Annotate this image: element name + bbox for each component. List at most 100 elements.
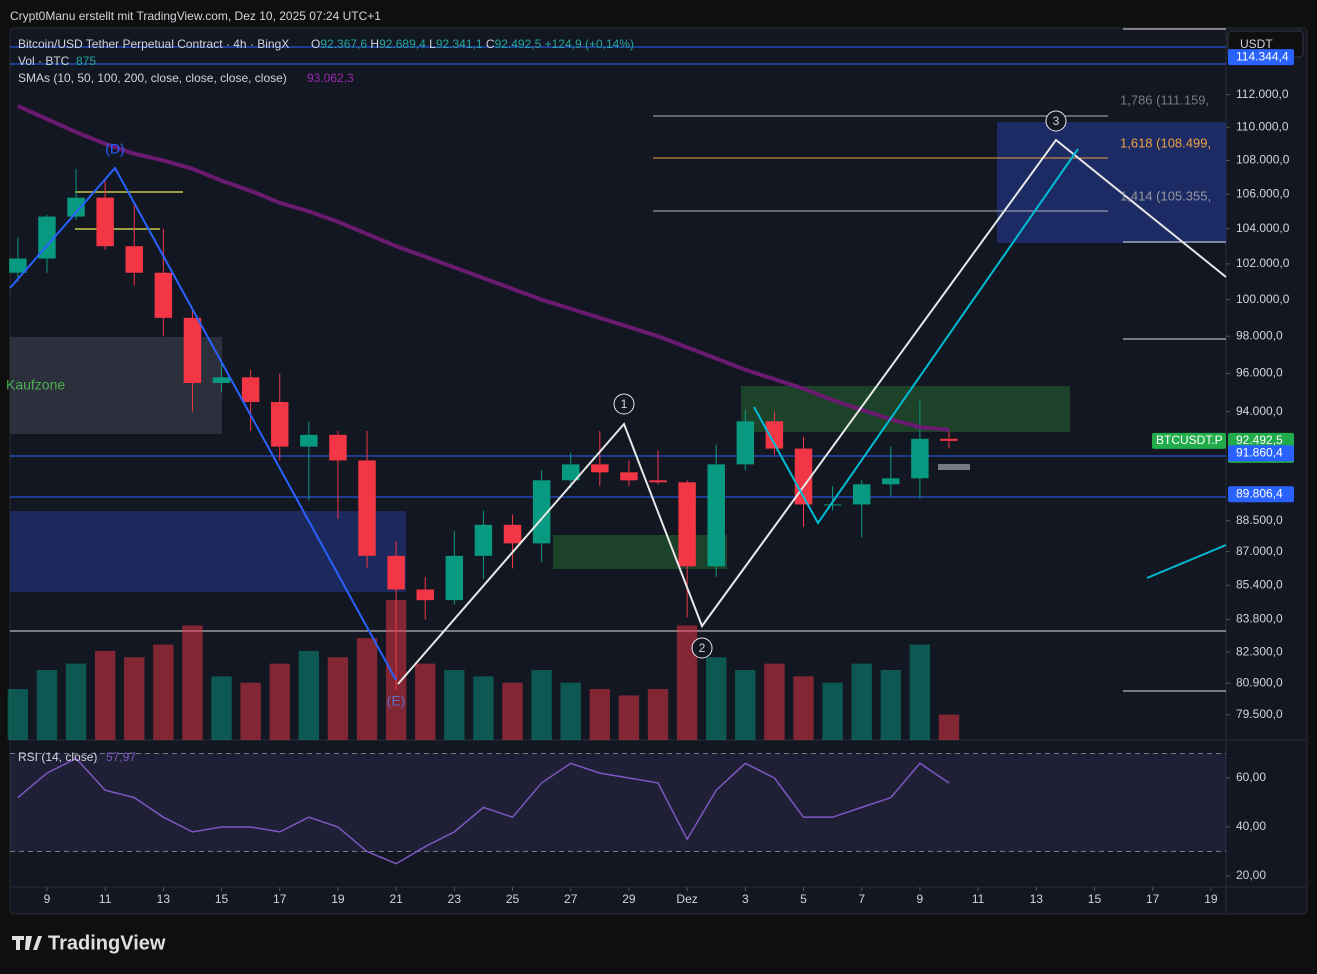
author: Crypt0Manu erstellt mit TradingView.com,… <box>10 9 381 23</box>
y-tick-label: 98.000,0 <box>1236 328 1283 342</box>
volume-bar <box>880 670 901 740</box>
volume-bar <box>764 663 785 740</box>
candle-body <box>183 317 202 383</box>
short-lines <box>1123 28 1226 692</box>
candle-body <box>96 197 114 247</box>
logo: TradingView <box>48 932 166 954</box>
y-tick-label: 112.000,0 <box>1236 87 1289 101</box>
price-tag-label: 89.806,4 <box>1236 486 1283 500</box>
x-tick-label: 27 <box>564 892 578 906</box>
rsi-legend: RSI (14, close) <box>18 750 97 764</box>
fib-label: 1,618 (108.499, <box>1120 135 1211 150</box>
x-tick-label: Dez <box>676 892 697 906</box>
fib-label: 1,414 (105.355, <box>1120 188 1211 203</box>
volume-bar <box>124 657 145 740</box>
volume-bar <box>909 644 931 740</box>
y-tick-label: 83.800,0 <box>1236 612 1283 626</box>
ohlc-key: L <box>429 37 436 51</box>
y-tick-label: 82.300,0 <box>1236 644 1283 658</box>
candle-body <box>358 460 376 556</box>
price-tag-label: 114.344,4 <box>1236 49 1289 63</box>
volume-bar <box>560 682 581 740</box>
symbol-title: Bitcoin/USD Tether Perpetual Contract · … <box>18 37 289 51</box>
wave-label: 2 <box>699 641 706 655</box>
price-tag-label: 92.492,5 <box>1236 433 1283 447</box>
price-tag <box>1228 49 1294 66</box>
candle-body <box>882 478 900 485</box>
x-tick-label: 17 <box>1146 892 1160 906</box>
sma-line <box>17 104 950 432</box>
candle-body <box>823 504 842 506</box>
volume-bar <box>211 676 232 740</box>
x-tick-label: 29 <box>622 892 636 906</box>
x-tick-label: 11 <box>99 892 112 906</box>
candle-body <box>241 377 260 403</box>
candle-body <box>387 555 405 590</box>
candle-body <box>707 464 725 567</box>
y-tick-label: 100.000,0 <box>1236 292 1290 306</box>
candle-body <box>329 434 347 461</box>
volume-bar <box>153 644 174 740</box>
x-tick-label: 15 <box>215 892 229 906</box>
zone-box <box>553 535 727 569</box>
candle-body <box>561 464 580 481</box>
x-tick-label: 5 <box>800 892 807 906</box>
volume-bar <box>7 689 29 740</box>
currency[interactable]: USDT <box>1240 37 1273 51</box>
x-tick-label: 19 <box>331 892 345 906</box>
candle-body <box>532 480 551 544</box>
candle-body <box>154 272 173 318</box>
zone-box <box>10 511 406 592</box>
candle-body <box>300 434 318 447</box>
volume-bar <box>589 689 610 740</box>
sma-value: 93.062,3 <box>307 71 354 85</box>
x-tick-label: 13 <box>1030 892 1044 906</box>
symbol-tag <box>1152 432 1226 449</box>
price-tag <box>1228 486 1294 503</box>
ohlc-value: 92.341,1 <box>436 37 483 51</box>
candle-body <box>852 484 871 505</box>
volume-bar <box>415 663 436 740</box>
ohlc-key: O <box>311 37 320 51</box>
rsi-line <box>17 757 950 865</box>
wave-line <box>9 166 397 681</box>
candle-body <box>9 258 27 273</box>
wave-line <box>397 138 1227 685</box>
volume-bar <box>327 657 349 740</box>
x-tick-label: 11 <box>972 892 985 906</box>
sma-legend: SMAs (10, 50, 100, 200, close, close, cl… <box>18 71 287 85</box>
rsi-value: 57,97 <box>106 750 136 764</box>
x-tick-label: 15 <box>1088 892 1102 906</box>
channel-line <box>1146 544 1227 579</box>
volume-bar <box>240 682 261 740</box>
volume-bar <box>182 625 203 740</box>
y-tick-label: 85.400,0 <box>1236 577 1283 591</box>
y-tick-label: 108.000,0 <box>1236 153 1290 167</box>
zone-label: Kaufzone <box>6 377 65 393</box>
volume-bar <box>735 670 756 740</box>
volume-bar <box>793 676 814 740</box>
price-tag-label: 91.860,4 <box>1236 445 1283 459</box>
volume-bar <box>356 638 378 740</box>
y-tick-label: 88.500,0 <box>1236 513 1283 527</box>
wave-label: 1 <box>621 397 628 411</box>
candle-body <box>67 197 85 217</box>
y-tick-label: 110.000,0 <box>1236 119 1289 133</box>
symbol-tag-label: BTCUSDT.P <box>1156 433 1223 447</box>
candle-body <box>591 464 609 473</box>
candle-body <box>765 421 784 449</box>
candle-body <box>678 482 696 567</box>
marks <box>7 104 1226 865</box>
volume-bar <box>94 650 116 740</box>
x-tick-label: 9 <box>44 892 51 906</box>
candle-body <box>940 438 958 441</box>
volume-bar <box>618 695 640 740</box>
candle-body <box>38 216 56 259</box>
candle-body <box>474 524 493 556</box>
volume-bar <box>531 670 552 740</box>
rsi-band <box>10 753 1226 852</box>
volume-bar <box>706 657 727 740</box>
rsi-tick-label: 40,00 <box>1236 819 1266 833</box>
candle-body <box>271 402 289 447</box>
